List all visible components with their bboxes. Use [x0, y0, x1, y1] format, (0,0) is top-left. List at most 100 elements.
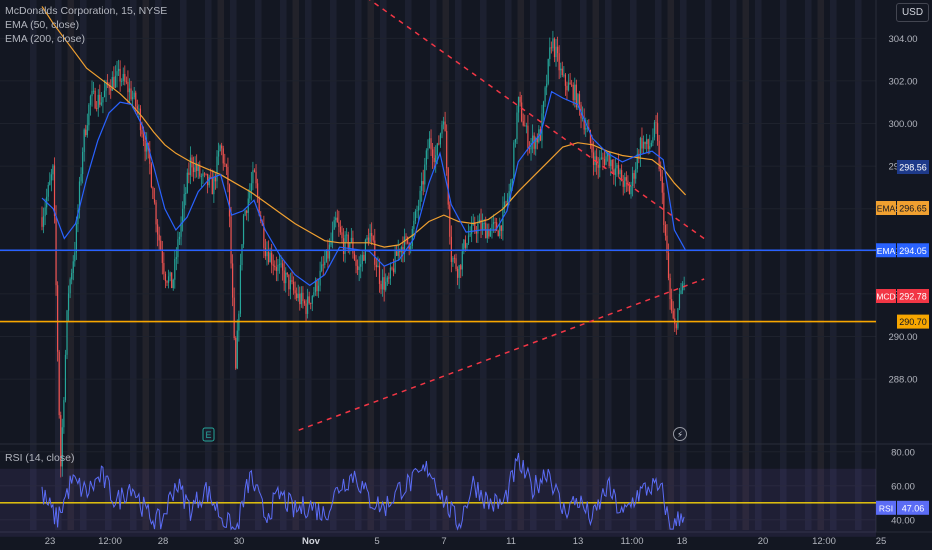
candle-body [619, 170, 621, 175]
ema200-legend[interactable]: EMA (200, close) [5, 33, 85, 45]
candle-body [341, 232, 343, 239]
candle-body [119, 68, 121, 82]
candle-body [57, 285, 59, 352]
earnings-marker [202, 427, 215, 442]
session-stripe [480, 0, 487, 530]
candle-body [227, 166, 229, 185]
rsi-axis[interactable]: 80.00 60.00 40.00 [891, 447, 915, 526]
candle-body [222, 148, 224, 164]
candle-body [436, 143, 438, 156]
session-stripe [730, 0, 737, 530]
earnings-marker-label: E [205, 430, 211, 440]
candle-body [219, 145, 221, 152]
candle-body [591, 143, 593, 153]
candle-body [411, 228, 413, 247]
session-stripe [630, 0, 637, 530]
session-stripe [655, 0, 662, 530]
lower-trendline[interactable] [298, 278, 705, 431]
candle-body [64, 354, 67, 401]
currency-button[interactable]: USD [896, 3, 929, 22]
candle-body [130, 88, 132, 100]
candle-body [278, 264, 281, 266]
time-tick-label: 18 [677, 536, 688, 547]
candle-body [530, 142, 532, 150]
time-tick-label: 20 [758, 536, 769, 547]
session-stripe [830, 0, 837, 530]
symbol-title[interactable]: McDonalds Corporation, 15, NYSE [5, 5, 168, 17]
candle-body [50, 174, 52, 181]
candle-body [460, 265, 462, 270]
candle-body [186, 172, 188, 193]
candle-body [447, 168, 449, 205]
candle-body [102, 97, 104, 103]
candle-body [650, 142, 652, 147]
candle-body [669, 278, 671, 300]
candle-body [239, 264, 242, 314]
candle-body [216, 156, 218, 182]
upper-trendline[interactable] [358, 0, 705, 240]
candle-body [164, 273, 167, 282]
candle-body [185, 192, 187, 195]
candle-body [258, 196, 260, 216]
candle-body [174, 258, 176, 280]
candle-body [321, 264, 323, 271]
candle-body [128, 88, 131, 93]
candle-body [138, 108, 140, 110]
ema50-tag: EMA 294.05 [876, 243, 929, 258]
candle-body [72, 261, 74, 274]
candle-body [378, 265, 381, 284]
candle-body [403, 236, 406, 255]
candle-body [160, 240, 162, 251]
candle-body [127, 81, 129, 93]
candle-body [456, 268, 459, 278]
rsi-tick-label: 80.00 [891, 447, 915, 458]
candle-body [133, 92, 135, 98]
candle-body [442, 121, 445, 125]
time-axis[interactable]: 23 12:00 28 30 Nov 5 7 11 13 11:00 18 20 12:00 25 [45, 536, 887, 547]
candle-body [522, 121, 524, 126]
dividend-marker-label: ⚡ [677, 431, 683, 441]
candle-body [353, 253, 356, 261]
rsi-legend[interactable]: RSI (14, close) [5, 452, 75, 464]
candle-body [305, 303, 307, 314]
candle-body [444, 121, 446, 132]
candle-body [432, 149, 434, 159]
candle-body [664, 225, 666, 236]
candle-body [41, 217, 43, 227]
ema200-line [41, 6, 687, 248]
candle-body [500, 225, 502, 231]
session-stripe [305, 0, 312, 530]
candle-body [389, 267, 392, 279]
candle-body [428, 138, 431, 149]
candle-body [250, 183, 252, 192]
candle-body [382, 277, 384, 290]
candle-body [461, 251, 463, 270]
candle-body [111, 77, 113, 91]
candle-body [280, 263, 282, 265]
candle-body [172, 279, 174, 289]
candle-body [380, 283, 382, 290]
time-tick-label: 12:00 [812, 536, 836, 547]
candle-body [207, 173, 209, 186]
candle-body [275, 267, 277, 271]
candle-body [583, 118, 585, 130]
candle-body [161, 250, 163, 264]
ema50-legend[interactable]: EMA (50, close) [5, 19, 80, 31]
candle-body [628, 185, 631, 195]
candle-body [264, 247, 267, 257]
rsi-line [41, 453, 685, 531]
candle-body [92, 90, 95, 92]
candle-body [424, 164, 426, 185]
candle-body [646, 139, 648, 145]
candle-body [200, 176, 202, 177]
candle-body [316, 280, 318, 292]
candle-body [310, 303, 312, 305]
candle-body [680, 290, 682, 295]
candle-body [210, 176, 212, 178]
candle-body [488, 229, 490, 237]
candle-body [503, 201, 506, 207]
ema200-tag-value-box [897, 201, 929, 215]
candle-body [336, 217, 338, 223]
candle-body [350, 237, 352, 243]
